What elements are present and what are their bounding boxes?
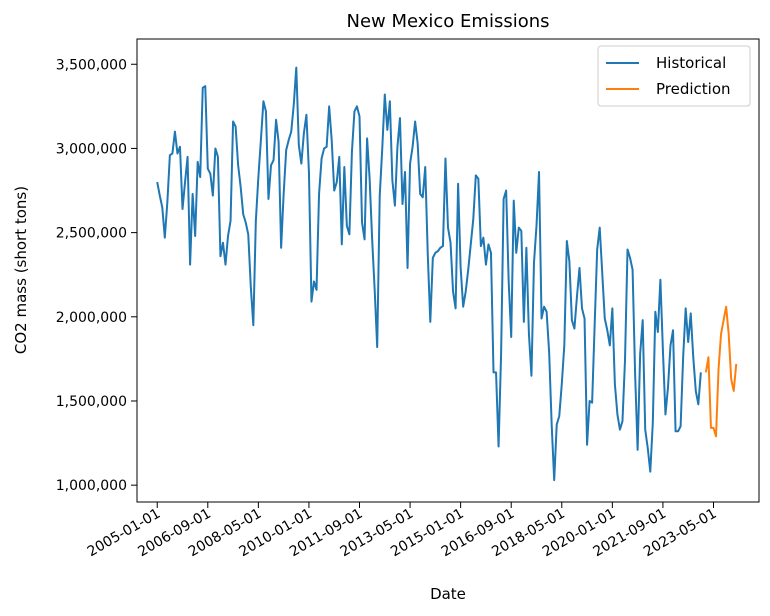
y-axis-title: CO2 mass (short tons): [12, 186, 30, 354]
plot-area: 1,000,000 1,500,000 2,000,000 2,500,000 3,00…: [56, 38, 760, 560]
chart-title: New Mexico Emissions: [346, 11, 549, 32]
series-layer: [156, 66, 738, 482]
plot-frame: [136, 38, 760, 503]
x-axis: 2005-01-012006-09-012008-05-012010-01-01…: [85, 502, 719, 560]
y-tick-label: 1,500,000: [56, 394, 127, 410]
y-axis: 1,000,000 1,500,000 2,000,000 2,500,000 3,00…: [56, 57, 137, 494]
legend: Historical Prediction: [597, 45, 751, 107]
x-axis-title: Date: [430, 585, 466, 603]
legend-label-prediction: Prediction: [656, 80, 731, 98]
y-tick-label: 3,000,000: [56, 141, 127, 157]
series-line-historical: [156, 66, 702, 482]
legend-label-historical: Historical: [656, 54, 726, 72]
y-tick-label: 3,500,000: [56, 57, 127, 73]
series-line-prediction: [704, 305, 738, 438]
legend-frame: [597, 45, 751, 107]
y-tick-label: 2,000,000: [56, 310, 127, 326]
y-tick-label: 2,500,000: [56, 226, 127, 242]
y-tick-label: 1,000,000: [56, 478, 127, 494]
